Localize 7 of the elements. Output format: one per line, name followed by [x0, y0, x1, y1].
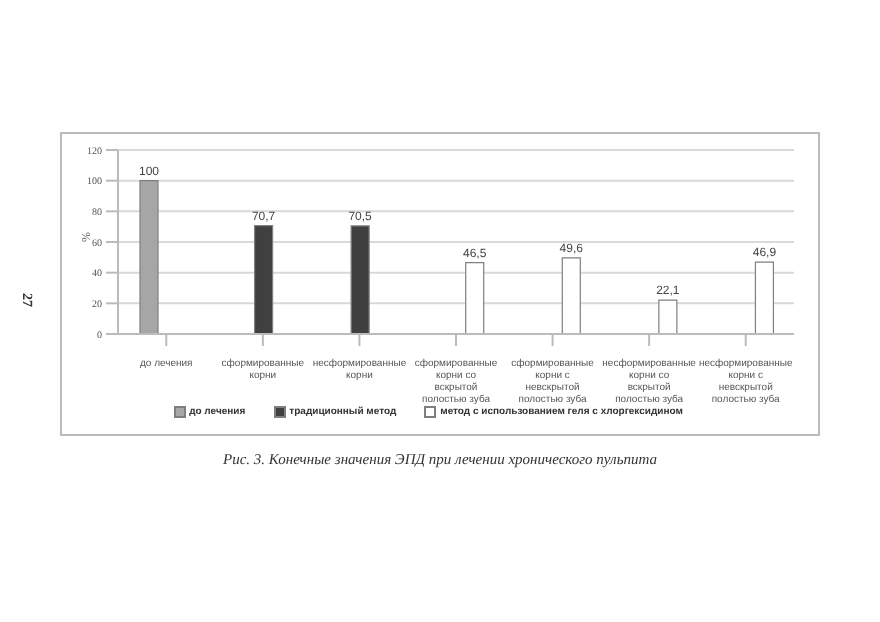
bar [658, 299, 678, 334]
bar [465, 262, 485, 334]
bar [754, 261, 775, 334]
bar [561, 257, 581, 334]
bar [253, 224, 274, 334]
bar [350, 225, 370, 334]
bar [139, 180, 159, 334]
